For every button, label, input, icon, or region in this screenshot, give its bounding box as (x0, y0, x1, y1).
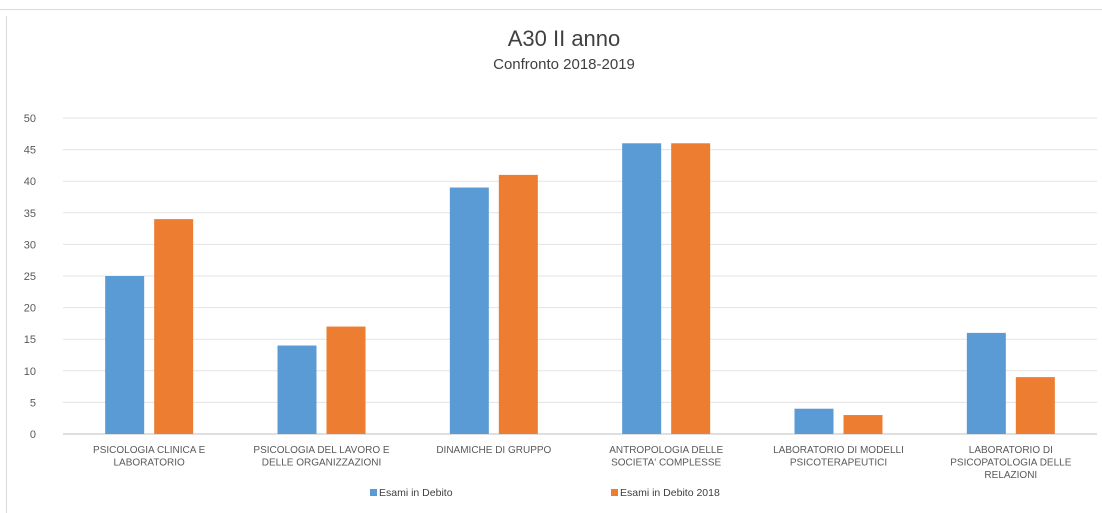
bar-esami-in-debito-2018 (1015, 377, 1055, 434)
bar-esami-in-debito (449, 187, 489, 434)
toolbar-strip (0, 0, 1102, 10)
x-tick-label: LABORATORIO DI (969, 445, 1053, 456)
x-tick-label: SOCIETA' COMPLESSE (611, 458, 721, 469)
x-tick-label: LABORATORIO (114, 458, 186, 469)
x-tick-label: ANTROPOLOGIA DELLE (609, 445, 723, 456)
x-axis: PSICOLOGIA CLINICA E LABORATORIO PSICOLOGI… (93, 445, 1072, 481)
y-tick-label: 20 (24, 303, 36, 315)
y-tick-label: 40 (24, 176, 36, 188)
bar-esami-in-debito-2018 (498, 174, 538, 434)
y-tick-label: 45 (24, 145, 36, 157)
x-tick-label: DELLE ORGANIZZAZIONI (262, 458, 381, 469)
y-tick-label: 30 (24, 239, 36, 251)
chart-subtitle: Confronto 2018-2019 (493, 56, 635, 73)
chart-frame: A30 II anno Confronto 2018-2019 0 5 10 15 20… (6, 16, 1102, 513)
y-tick-label: 50 (24, 113, 36, 125)
legend-swatch (611, 489, 618, 496)
bar-chart: A30 II anno Confronto 2018-2019 0 5 10 15 20… (24, 26, 1097, 499)
legend: Esami in Debito Esami in Debito 2018 (370, 487, 720, 499)
x-tick-label: PSICOTERAPEUTICI (790, 458, 887, 469)
x-tick-label: RELAZIONI (984, 470, 1037, 481)
x-tick-label: DINAMICHE DI GRUPPO (436, 445, 551, 456)
y-tick-label: 0 (30, 429, 36, 441)
bar-esami-in-debito (794, 408, 834, 434)
bar-esami-in-debito (277, 345, 317, 434)
legend-swatch (370, 489, 377, 496)
y-tick-label: 10 (24, 366, 36, 378)
x-tick-label: PSICOPATOLOGIA DELLE (950, 458, 1071, 469)
bar-esami-in-debito-2018 (843, 415, 883, 434)
bar-esami-in-debito (105, 276, 145, 434)
bar-esami-in-debito-2018 (671, 143, 711, 434)
bar-esami-in-debito (966, 332, 1006, 434)
bars (105, 143, 1055, 434)
bar-esami-in-debito (622, 143, 662, 434)
x-tick-label: PSICOLOGIA DEL LAVORO E (253, 445, 389, 456)
chart-title: A30 II anno (508, 26, 621, 51)
y-tick-label: 35 (24, 208, 36, 220)
y-axis: 0 5 10 15 20 25 30 35 40 45 50 (24, 113, 36, 441)
bar-esami-in-debito-2018 (154, 219, 194, 434)
legend-label: Esami in Debito 2018 (620, 487, 720, 499)
legend-label: Esami in Debito (379, 487, 453, 499)
bar-esami-in-debito-2018 (326, 326, 366, 434)
y-tick-label: 5 (30, 397, 36, 409)
y-tick-label: 25 (24, 271, 36, 283)
x-tick-label: PSICOLOGIA CLINICA E (93, 445, 206, 456)
y-tick-label: 15 (24, 334, 36, 346)
x-tick-label: LABORATORIO DI MODELLI (773, 445, 904, 456)
gridlines (63, 117, 1097, 435)
